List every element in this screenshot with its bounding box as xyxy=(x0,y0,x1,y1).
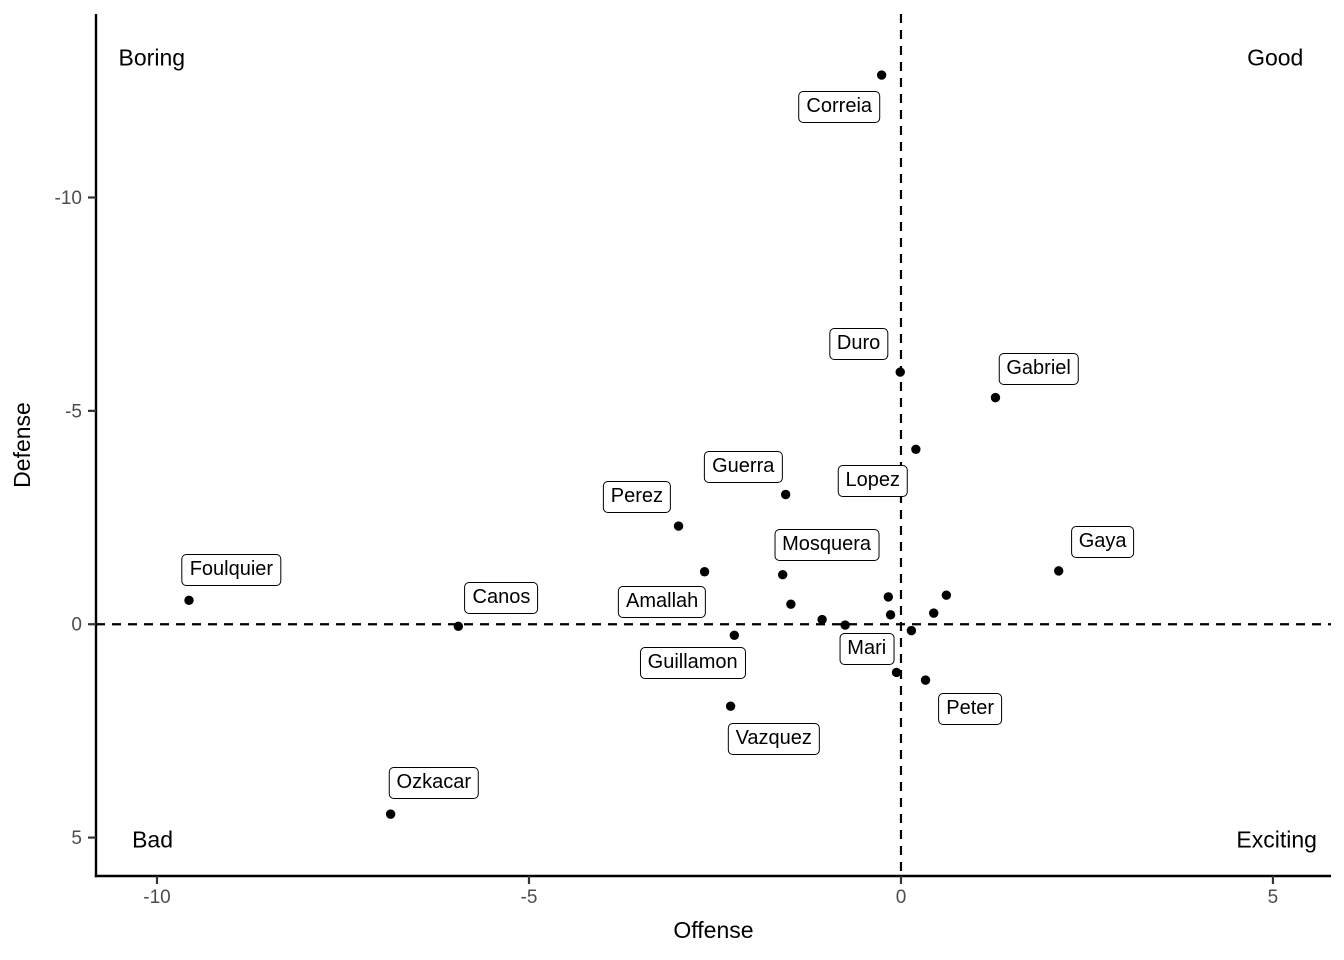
y-axis-title: Defense xyxy=(9,402,35,488)
ticks-group xyxy=(88,196,1275,884)
x-axis-title: Offense xyxy=(673,917,753,943)
data-point xyxy=(885,610,896,620)
x-tick-label: 5 xyxy=(1268,887,1279,908)
axes-group xyxy=(94,14,1331,878)
data-point xyxy=(906,625,917,636)
y-tick-label: 0 xyxy=(71,615,82,636)
x-tick-label: -10 xyxy=(143,887,170,908)
y-tick-label: 5 xyxy=(71,828,82,849)
quadrant-annotations-group: Boring Good Bad Exciting xyxy=(119,45,1317,853)
x-tick-label: 0 xyxy=(896,887,907,908)
data-point-duro xyxy=(895,367,905,377)
data-point xyxy=(941,590,952,600)
quadrant-annotation-bad: Bad xyxy=(132,826,173,852)
data-point-correia xyxy=(876,70,887,80)
data-point-guerra xyxy=(780,489,791,500)
data-point-mosquera xyxy=(777,570,788,580)
data-point-vazquez xyxy=(725,701,736,711)
data-point xyxy=(817,614,827,625)
data-point-gabriel xyxy=(990,392,1001,403)
data-points-group xyxy=(184,70,1064,819)
data-point-ozkacar xyxy=(385,809,396,819)
data-point-gaya xyxy=(1054,566,1064,576)
y-tick-label: -5 xyxy=(65,401,82,422)
data-point-canos xyxy=(453,621,464,632)
data-point-mari xyxy=(891,667,902,678)
reference-lines-group xyxy=(96,14,1331,876)
data-point xyxy=(840,620,850,630)
data-point-perez xyxy=(673,521,684,531)
y-tick-label: -10 xyxy=(55,188,82,209)
data-point-lopez xyxy=(911,444,921,454)
tick-labels-group: -10 -5 0 5 -10 -5 0 5 xyxy=(55,188,1279,908)
quadrant-annotation-good: Good xyxy=(1247,45,1303,71)
data-point-peter xyxy=(920,675,931,685)
quadrant-annotation-exciting: Exciting xyxy=(1236,826,1317,852)
quadrant-annotation-boring: Boring xyxy=(119,45,185,71)
data-point xyxy=(883,592,894,602)
x-tick-label: -5 xyxy=(521,887,538,908)
data-point-amallah xyxy=(699,567,710,577)
data-point-guillamon xyxy=(729,630,740,641)
data-point-foulquier xyxy=(184,595,194,606)
data-point xyxy=(929,608,939,618)
data-point xyxy=(786,599,796,609)
